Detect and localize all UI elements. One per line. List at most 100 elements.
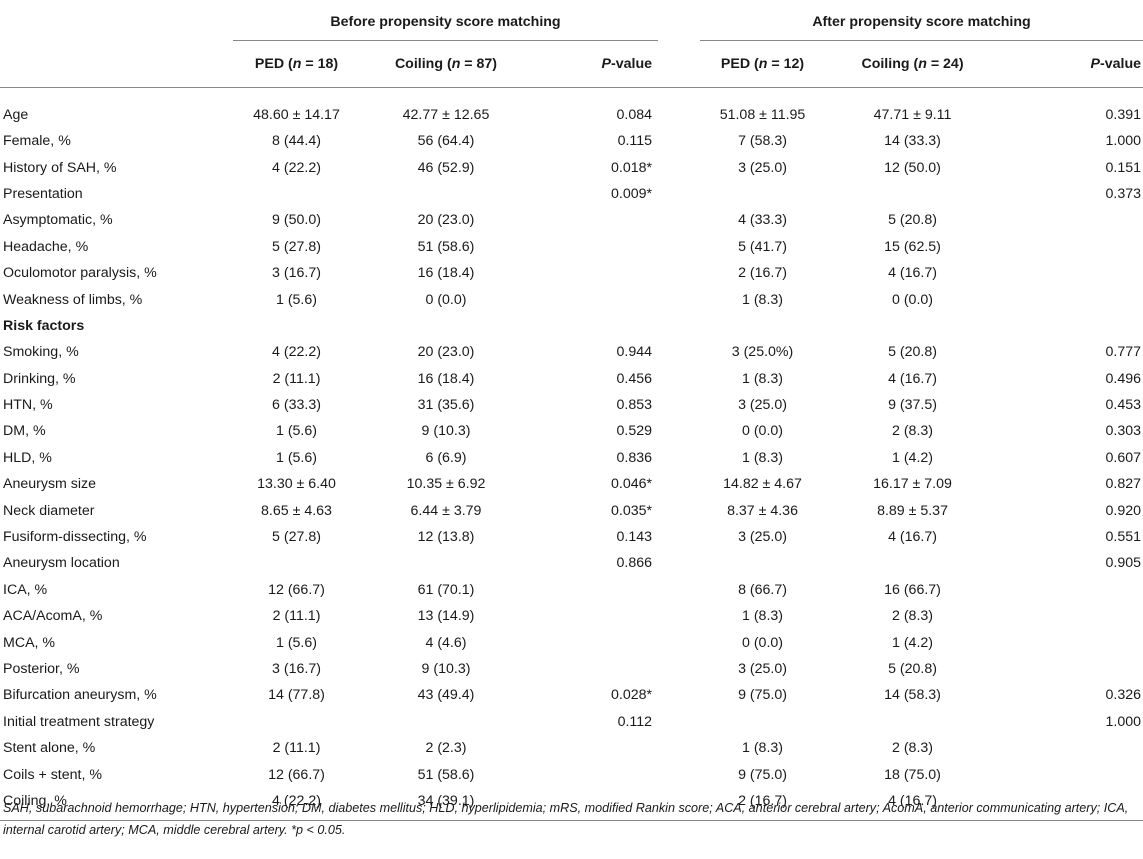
before-coiling-cell: 6.44 ± 3.79 <box>410 502 482 519</box>
after-coiling-cell <box>825 181 1000 207</box>
col-header-after-ped: PED (n = 12) <box>720 56 805 72</box>
before-coiling-cell: 13 (14.9) <box>417 608 475 625</box>
col-header-after-coiling: Coiling (n = 24) <box>861 56 964 72</box>
after-ped-cell: 4 (33.3) <box>738 212 787 229</box>
after-coiling-cell: 4 (16.7) <box>888 792 937 809</box>
table-row: Coils + stent, % 12 (66.7) 51 (58.6) 9 (75.… <box>0 761 1143 787</box>
gap-cell <box>658 313 700 339</box>
col-header-after-pvalue: P-value <box>1090 56 1142 72</box>
table-row: ICA, % 12 (66.7) 61 (70.1) 8 (66.7) 16 (66.7… <box>0 577 1143 603</box>
table-row: ACA/AcomA, % 2 (11.1) 13 (14.9) 1 (8.3) 2 (8… <box>0 603 1143 629</box>
before-pvalue-cell <box>532 286 658 312</box>
before-pvalue-cell: 0.112 <box>617 713 653 730</box>
table-row: Drinking, % 2 (11.1) 16 (18.4) 0.456 1 (8.3)… <box>0 366 1143 392</box>
gap-cell <box>658 656 700 682</box>
group-header-row: Before propensity score matching After p… <box>0 4 1143 41</box>
after-coiling-cell: 4 (16.7) <box>888 529 937 546</box>
after-pvalue-cell: 0.777 <box>1105 344 1142 361</box>
after-ped-cell <box>700 550 825 576</box>
after-coiling-cell: 5 (20.8) <box>888 661 937 677</box>
after-ped-cell <box>700 709 825 735</box>
row-label: Risk factors <box>3 317 85 334</box>
row-label: Coils + stent, % <box>3 766 102 783</box>
before-ped-cell: 4 (22.2) <box>272 344 321 361</box>
before-ped-cell: 8 (44.4) <box>272 133 321 150</box>
gap-cell <box>658 629 700 655</box>
before-ped-cell: 1 (5.6) <box>275 634 317 651</box>
after-pvalue-cell <box>1000 286 1143 312</box>
after-coiling-cell: 16.17 ± 7.09 <box>873 476 952 493</box>
after-pvalue-cell <box>1000 735 1143 761</box>
group-header-after: After propensity score matching <box>700 4 1143 41</box>
before-pvalue-cell: 0.529 <box>616 423 653 440</box>
after-coiling-cell: 4 (16.7) <box>888 370 937 387</box>
row-label: MCA, % <box>3 634 56 651</box>
before-pvalue-cell: 0.018* <box>610 159 653 176</box>
after-ped-cell: 3 (25.0%) <box>731 344 794 361</box>
before-pvalue-cell <box>532 603 658 629</box>
after-ped-cell: 3 (25.0) <box>738 661 787 677</box>
row-label: Weakness of limbs, % <box>3 291 143 308</box>
row-label: Age <box>3 107 29 123</box>
before-coiling-cell: 10.35 ± 6.92 <box>406 476 486 493</box>
after-ped-cell: 0 (0.0) <box>742 634 784 651</box>
after-pvalue-cell <box>1000 656 1143 682</box>
row-label: Neck diameter <box>3 502 95 519</box>
before-coiling-cell: 0 (0.0) <box>425 291 467 308</box>
after-pvalue-cell <box>1000 603 1143 629</box>
table-row: Age 48.60 ± 14.17 42.77 ± 12.65 0.084 51.08 … <box>0 88 1143 129</box>
before-coiling-cell <box>360 313 532 339</box>
gap-cell <box>658 366 700 392</box>
after-coiling-cell: 4 (16.7) <box>888 265 937 282</box>
gap-cell <box>658 181 700 207</box>
table-row: Posterior, % 3 (16.7) 9 (10.3) 3 (25.0) 5 (2… <box>0 656 1143 682</box>
row-label: Oculomotor paralysis, % <box>3 265 157 282</box>
before-coiling-cell: 51 (58.6) <box>417 766 475 783</box>
before-pvalue-cell <box>532 735 658 761</box>
row-label: History of SAH, % <box>3 159 117 176</box>
row-label: DM, % <box>3 423 46 440</box>
before-ped-cell: 4 (22.2) <box>272 159 321 176</box>
before-pvalue-cell <box>532 260 658 286</box>
gap-cell <box>658 128 700 154</box>
gap-cell <box>658 207 700 233</box>
before-ped-cell: 6 (33.3) <box>272 397 321 414</box>
before-pvalue-cell: 0.866 <box>616 555 653 572</box>
before-pvalue-cell: 0.143 <box>616 529 653 546</box>
before-ped-cell: 2 (11.1) <box>272 608 321 625</box>
table-body: Age 48.60 ± 14.17 42.77 ± 12.65 0.084 51.08 … <box>0 88 1143 821</box>
after-coiling-cell: 8.89 ± 5.37 <box>877 502 948 519</box>
col-header-before-coiling: Coiling (n = 87) <box>394 56 498 72</box>
before-pvalue-cell <box>532 313 658 339</box>
before-coiling-cell: 20 (23.0) <box>417 212 475 229</box>
after-coiling-cell: 5 (20.8) <box>888 344 937 361</box>
table-row: Aneurysm location 0.866 0.905 <box>0 550 1143 576</box>
row-label: Drinking, % <box>3 370 76 387</box>
group-header-before: Before propensity score matching <box>233 4 659 41</box>
after-pvalue-cell: 0.453 <box>1105 397 1142 414</box>
before-coiling-cell: 34 (39.1) <box>417 792 475 809</box>
after-coiling-cell: 1 (4.2) <box>892 634 934 651</box>
after-ped-cell: 14.82 ± 4.67 <box>723 476 802 493</box>
characteristics-table: Before propensity score matching After p… <box>0 4 1143 821</box>
after-ped-cell: 1 (8.3) <box>742 608 784 625</box>
after-pvalue-cell <box>1000 234 1143 260</box>
table-row: Asymptomatic, % 9 (50.0) 20 (23.0) 4 (33.3)… <box>0 207 1143 233</box>
table-row: Weakness of limbs, % 1 (5.6) 0 (0.0) 1 (8.3… <box>0 286 1143 312</box>
after-ped-cell <box>700 313 825 339</box>
before-coiling-cell <box>360 709 532 735</box>
after-ped-cell: 7 (58.3) <box>738 133 787 150</box>
before-ped-cell: 4 (22.2) <box>272 792 321 809</box>
after-coiling-cell: 2 (8.3) <box>892 608 934 625</box>
table-row: Headache, % 5 (27.8) 51 (58.6) 5 (41.7) 15 (… <box>0 234 1143 260</box>
table-row: Neck diameter 8.65 ± 4.63 6.44 ± 3.79 0.035… <box>0 497 1143 523</box>
after-coiling-cell: 9 (37.5) <box>888 397 937 414</box>
before-coiling-cell: 4 (4.6) <box>425 634 467 651</box>
before-coiling-cell <box>360 550 532 576</box>
after-coiling-cell: 15 (62.5) <box>884 238 941 255</box>
before-pvalue-cell <box>532 234 658 260</box>
before-pvalue-cell: 0.115 <box>617 133 653 150</box>
before-coiling-cell: 56 (64.4) <box>417 133 475 150</box>
row-label: Smoking, % <box>3 344 79 361</box>
after-ped-cell <box>700 181 825 207</box>
